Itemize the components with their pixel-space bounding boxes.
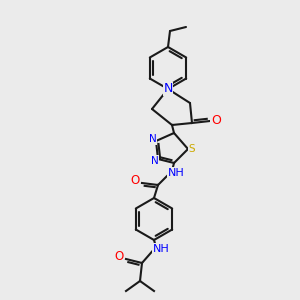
Text: NH: NH [168, 168, 184, 178]
Text: N: N [149, 134, 157, 144]
Text: S: S [189, 144, 195, 154]
Text: N: N [151, 156, 159, 166]
Text: O: O [114, 250, 124, 262]
Text: O: O [211, 115, 221, 128]
Text: NH: NH [153, 244, 169, 254]
Text: N: N [163, 82, 173, 95]
Text: O: O [130, 175, 140, 188]
